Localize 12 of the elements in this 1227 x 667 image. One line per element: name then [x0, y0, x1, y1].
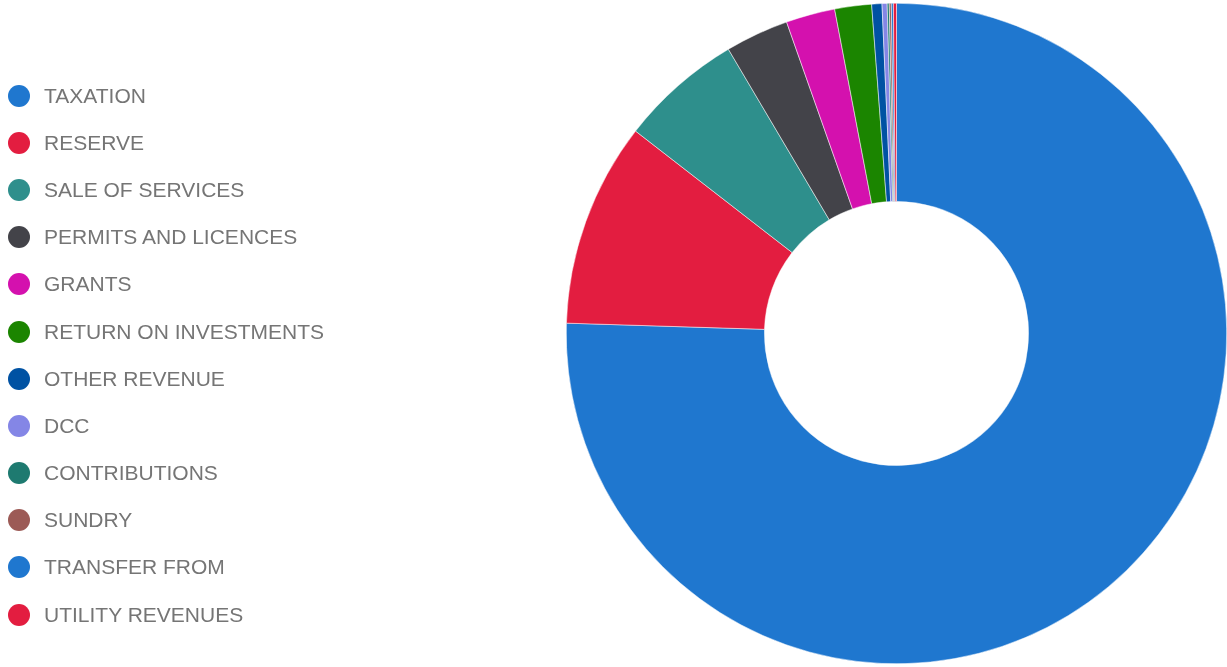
legend-label: TRANSFER FROM [44, 555, 225, 580]
legend-label: UTILITY REVENUES [44, 602, 244, 627]
legend-label: CONTRIBUTIONS [44, 461, 218, 486]
legend-label: SALE OF SERVICES [44, 177, 245, 202]
legend-label: SUNDRY [44, 508, 133, 533]
legend-label: DCC [44, 413, 90, 438]
legend-label: PERMITS AND LICENCES [44, 225, 298, 250]
legend-label: GRANTS [44, 272, 132, 297]
legend-label: TAXATION [44, 83, 146, 108]
legend-label: RESERVE [44, 130, 144, 155]
legend-label: RETURN ON INVESTMENTS [44, 319, 325, 344]
legend-label: OTHER REVENUE [44, 366, 225, 391]
